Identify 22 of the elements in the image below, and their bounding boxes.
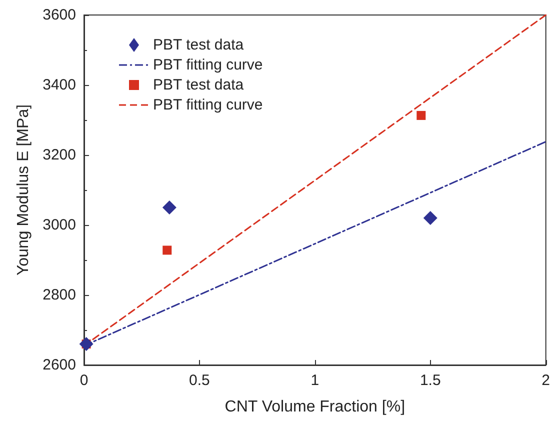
y-tick-label: 3000 (42, 216, 76, 234)
x-tick-label: 1.5 (420, 372, 441, 389)
x-tick-label: 0.5 (189, 372, 210, 389)
y-tick-label: 3200 (42, 146, 76, 164)
x-tick-label: 1 (310, 372, 320, 389)
point (162, 200, 176, 214)
legend-label: PBT fitting curve (153, 56, 263, 74)
legend-label: PBT test data (153, 36, 244, 54)
y-tick-label: 2800 (42, 286, 76, 304)
point (79, 337, 94, 351)
y-tick-label: 3600 (42, 6, 76, 24)
x-tick-label: 0 (80, 372, 88, 389)
legend-label: PBT test data (153, 76, 244, 94)
point (162, 246, 172, 255)
x-tick-label: 2 (542, 372, 550, 389)
y-tick-label: 3400 (42, 76, 76, 94)
legend-label: PBT fitting curve (153, 96, 263, 114)
y-tick-label: 2600 (42, 356, 76, 374)
point (423, 211, 438, 225)
y-axis-title: Young Modulus E [MPa] (15, 104, 32, 276)
point (416, 110, 426, 120)
x-axis-title: CNT Volume Fraction [%] (224, 398, 406, 416)
